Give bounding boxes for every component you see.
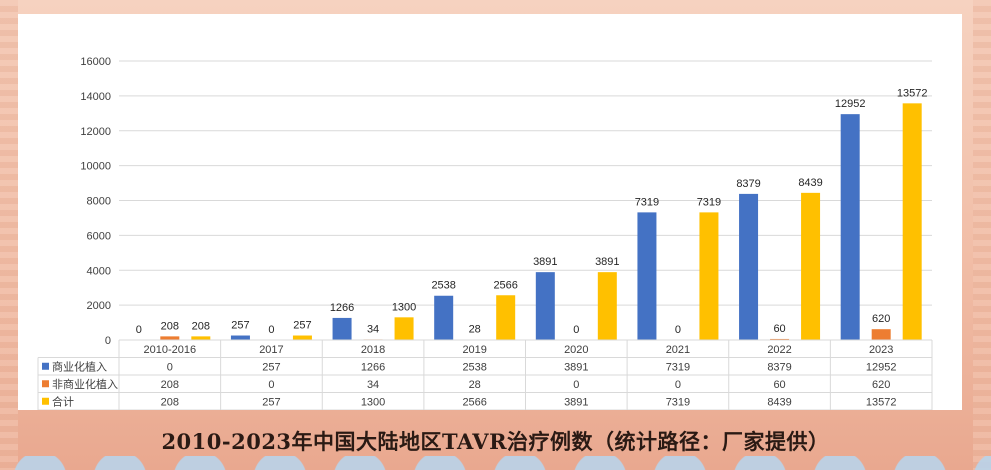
- data-label: 0: [675, 324, 681, 336]
- bar: [871, 329, 891, 340]
- category-label: 2021: [666, 344, 690, 356]
- table-cell: 1266: [361, 361, 385, 373]
- bar: [160, 336, 180, 340]
- data-label: 2566: [493, 279, 517, 291]
- data-label: 208: [161, 320, 179, 332]
- category-label: 2017: [259, 344, 283, 356]
- category-label: 2019: [462, 344, 486, 356]
- table-cell: 0: [675, 379, 681, 391]
- table-cell: 2538: [462, 361, 486, 373]
- bar: [535, 272, 555, 340]
- legend-label: 非商业化植入: [52, 377, 118, 391]
- chart-panel: 0 2000 4000 6000 8000 10000 12000 14000 16000 0 20…: [18, 14, 962, 410]
- category-label: 2022: [767, 344, 791, 356]
- table-cell: 1300: [361, 396, 385, 408]
- chart-caption: 2010-2023年中国大陆地区TAVR治疗例数（统计路径：厂家提供）: [161, 429, 830, 454]
- bar: [496, 295, 516, 340]
- data-label: 3891: [595, 256, 619, 268]
- bar: [801, 192, 821, 340]
- data-label: 3891: [533, 256, 557, 268]
- bar: [770, 338, 790, 340]
- y-tick-label: 6000: [87, 230, 111, 242]
- table-cell: 60: [773, 379, 785, 391]
- bottom-wave-decoration: [0, 456, 991, 470]
- table-cell: 7319: [666, 396, 690, 408]
- bar: [230, 335, 250, 340]
- bar: [332, 317, 352, 340]
- bar: [637, 212, 657, 340]
- data-label: 1300: [392, 301, 416, 313]
- data-label: 34: [367, 323, 379, 335]
- bar: [292, 335, 312, 340]
- data-label: 257: [231, 320, 249, 332]
- legend-label: 商业化植入: [52, 359, 107, 373]
- bar: [739, 193, 759, 340]
- category-label: 2010-2016: [144, 344, 197, 356]
- data-label: 0: [268, 324, 274, 336]
- legend-label: 合计: [52, 394, 74, 408]
- y-tick-label: 8000: [87, 196, 111, 208]
- table-cell: 0: [573, 379, 579, 391]
- left-decorative-stripe: [0, 0, 18, 470]
- table-cell: 208: [161, 379, 179, 391]
- category-label: 2020: [564, 344, 588, 356]
- data-label: 1266: [330, 302, 354, 314]
- data-label: 2538: [431, 280, 455, 292]
- table-cell: 620: [872, 379, 890, 391]
- bar: [434, 295, 454, 340]
- bar: [699, 212, 719, 340]
- category-label: 2018: [361, 344, 385, 356]
- table-cell: 12952: [866, 361, 897, 373]
- table-cell: 0: [167, 361, 173, 373]
- table-cell: 34: [367, 379, 379, 391]
- table-cell: 208: [161, 396, 179, 408]
- right-decorative-stripe: [973, 0, 991, 470]
- data-label: 8379: [736, 178, 760, 190]
- bar: [597, 272, 617, 340]
- category-label: 2023: [869, 344, 893, 356]
- table-cell: 8379: [767, 361, 791, 373]
- bar: [394, 317, 414, 340]
- data-label: 257: [293, 320, 311, 332]
- data-label: 0: [136, 324, 142, 336]
- table-cell: 7319: [666, 361, 690, 373]
- bar: [902, 103, 922, 340]
- y-tick-label: 0: [105, 335, 111, 347]
- table-cell: 0: [268, 379, 274, 391]
- table-cell: 8439: [767, 396, 791, 408]
- table-cell: 28: [469, 379, 481, 391]
- table-cell: 2566: [462, 396, 486, 408]
- data-label: 8439: [798, 177, 822, 189]
- legend-key: [42, 362, 49, 370]
- data-label: 13572: [897, 87, 928, 99]
- table-cell: 257: [262, 361, 280, 373]
- table-cell: 13572: [866, 396, 897, 408]
- y-tick-label: 12000: [80, 126, 111, 138]
- data-label: 28: [469, 324, 481, 336]
- data-label: 7319: [697, 196, 721, 208]
- data-label: 60: [773, 323, 785, 335]
- data-label: 0: [573, 324, 579, 336]
- y-tick-label: 10000: [80, 161, 111, 173]
- data-label: 208: [192, 320, 210, 332]
- y-tick-label: 4000: [87, 265, 111, 277]
- data-label: 7319: [635, 196, 659, 208]
- legend-key: [42, 397, 49, 405]
- bar: [840, 114, 860, 340]
- bar: [191, 336, 211, 340]
- legend-key: [42, 380, 49, 388]
- data-label: 620: [872, 313, 890, 325]
- table-cell: 3891: [564, 396, 588, 408]
- y-tick-label: 16000: [80, 56, 111, 68]
- y-tick-label: 14000: [80, 91, 111, 103]
- table-cell: 257: [262, 396, 280, 408]
- table-cell: 3891: [564, 361, 588, 373]
- data-label: 12952: [835, 98, 866, 110]
- y-tick-label: 2000: [87, 300, 111, 312]
